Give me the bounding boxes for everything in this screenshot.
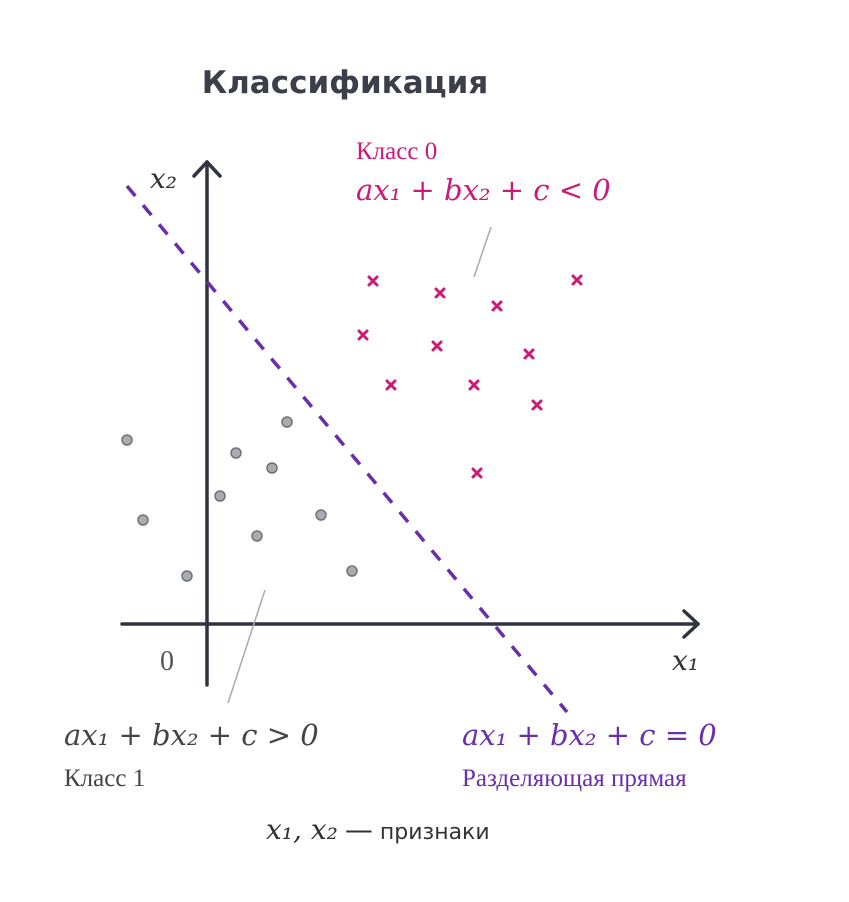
class1-formula: ax₁ + bx₂ + c > 0 <box>64 718 319 752</box>
class1-point <box>251 530 263 542</box>
separating-line <box>125 184 569 714</box>
leader-line <box>473 226 492 278</box>
class0-point <box>434 287 446 299</box>
y-arrow <box>192 160 222 178</box>
class0-point <box>491 300 503 312</box>
class0-point <box>523 348 535 360</box>
class0-point <box>357 329 369 341</box>
title: Классификация <box>202 65 488 101</box>
class0-point <box>468 379 480 391</box>
class1-name: Класс 1 <box>64 765 145 792</box>
class0-point <box>367 275 379 287</box>
class0-name: Класс 0 <box>356 138 437 165</box>
class1-point <box>181 570 193 582</box>
class1-point <box>266 462 278 474</box>
x-axis-label: x₁ <box>672 644 699 677</box>
class1-point <box>346 565 358 577</box>
boundary-name: Разделяющая прямая <box>462 765 687 792</box>
boundary-formula: ax₁ + bx₂ + c = 0 <box>462 718 717 752</box>
class0-point <box>385 379 397 391</box>
dash: — <box>345 813 373 846</box>
class1-point <box>137 514 149 526</box>
class1-point <box>214 490 226 502</box>
y-axis-label: x₂ <box>150 162 177 195</box>
x-arrow <box>682 609 700 639</box>
features: x₁, x₂ <box>266 813 338 846</box>
class1-point <box>121 434 133 446</box>
class0-point <box>571 274 583 286</box>
origin-label: 0 <box>160 646 174 677</box>
class1-point <box>315 509 327 521</box>
class0-point <box>471 467 483 479</box>
axes <box>120 160 700 687</box>
class1-point <box>281 416 293 428</box>
class0-point <box>431 340 443 352</box>
leader-line <box>227 589 266 704</box>
points <box>121 274 583 582</box>
features-text: признаки <box>380 820 490 845</box>
class1-point <box>230 447 242 459</box>
class0-formula: ax₁ + bx₂ + c < 0 <box>356 173 611 207</box>
class0-point <box>531 399 543 411</box>
features-note: x₁, x₂ — признаки <box>266 813 490 846</box>
